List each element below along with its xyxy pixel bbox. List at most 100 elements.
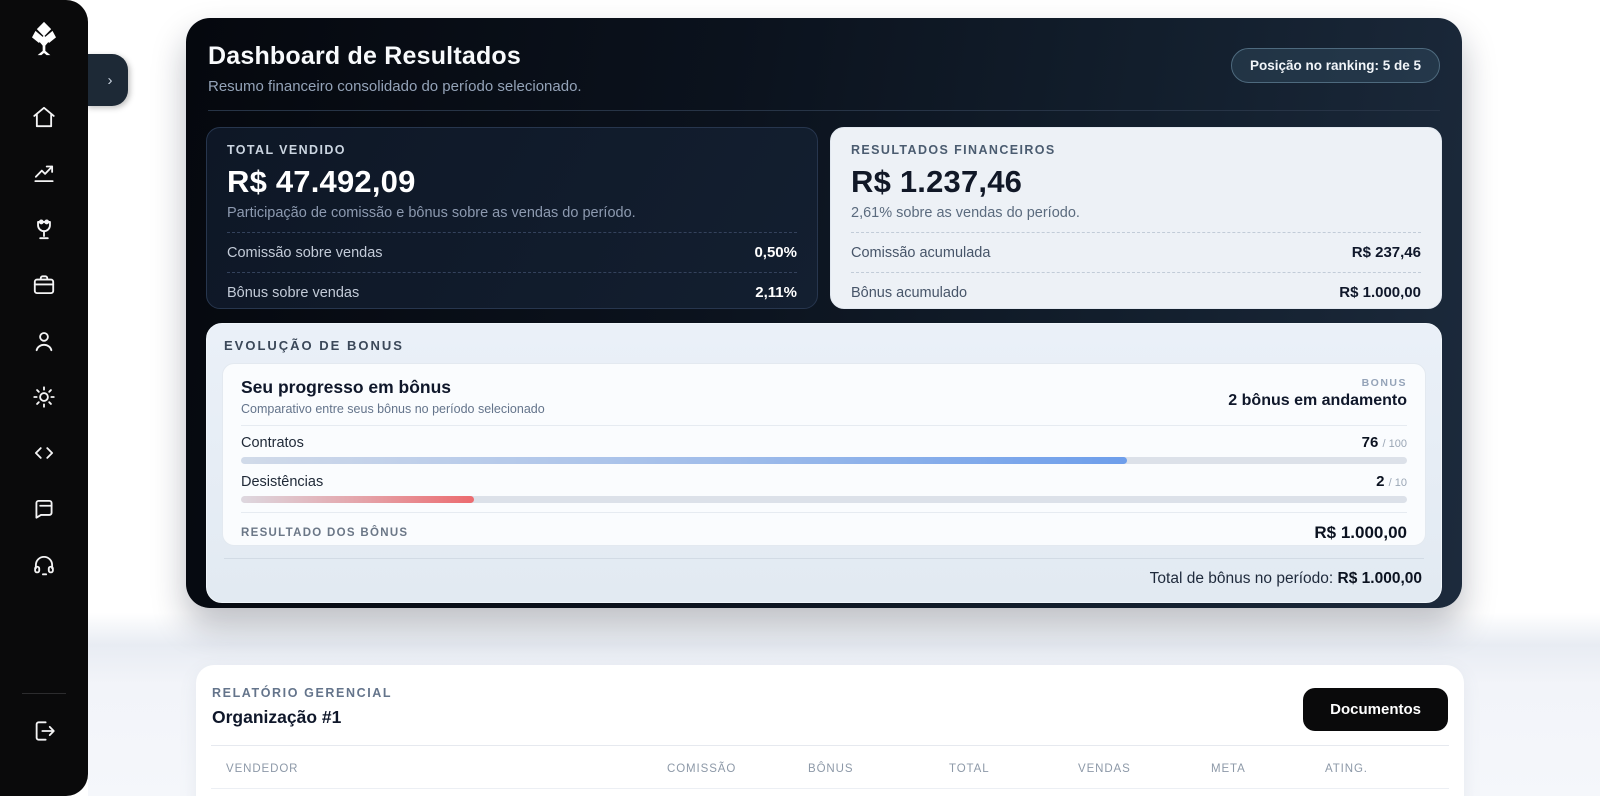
stat-row-value: 2,11%	[755, 284, 797, 301]
progress-title: Seu progresso em bônus	[241, 377, 452, 397]
column-header-vendas: VENDAS	[1078, 763, 1131, 775]
code-icon	[31, 440, 57, 471]
progress-track	[241, 496, 1407, 503]
dashed-divider	[227, 232, 797, 233]
sidebar-item-home[interactable]	[27, 102, 61, 136]
stat-row-bonus-acumulado: Bônus acumulado R$ 1.000,00	[851, 284, 1421, 301]
dashed-divider	[227, 272, 797, 273]
sidebar-divider	[22, 693, 66, 694]
dashboard-heading: Dashboard de Resultados Resumo financeir…	[208, 42, 582, 95]
total-vendido-value: R$ 47.492,09	[227, 164, 416, 199]
column-header-total: TOTAL	[949, 763, 990, 775]
total-bonus-row: Total de bônus no período: R$ 1.000,00	[222, 570, 1426, 588]
total-bonus-label: Total de bônus no período:	[1149, 570, 1338, 587]
sidebar	[0, 0, 88, 796]
progress-bar-contratos: Contratos 76 / 100	[241, 434, 1407, 464]
stat-row-label: Bônus sobre vendas	[227, 284, 360, 301]
dashed-divider	[851, 272, 1421, 273]
resultados-label: RESULTADOS FINANCEIROS	[851, 143, 1056, 157]
resultados-description: 2,61% sobre as vendas do período.	[851, 205, 1080, 221]
briefcase-icon	[31, 272, 57, 303]
column-header-ating: ATING.	[1325, 763, 1368, 775]
total-bonus-value: R$ 1.000,00	[1337, 570, 1422, 587]
page-title: Dashboard de Resultados	[208, 42, 521, 70]
relatorio-gerencial-card: RELATÓRIO GERENCIAL Organização #1 Docum…	[196, 665, 1464, 796]
ranking-badge: Posição no ranking: 5 de 5	[1230, 48, 1440, 83]
report-title: Organização #1	[212, 707, 342, 727]
resultado-bonus-label: RESULTADO DOS BÔNUS	[241, 527, 409, 539]
headset-icon	[31, 552, 57, 583]
home-icon	[31, 104, 57, 135]
progress-fill-red	[241, 496, 475, 503]
report-table-header-row: VENDEDOR COMISSÃO BÔNUS TOTAL VENDAS MET…	[211, 746, 1449, 789]
column-header-meta: META	[1211, 763, 1246, 775]
page-subtitle: Resumo financeiro consolidado do período…	[208, 78, 582, 95]
dashed-divider	[851, 232, 1421, 233]
progress-track	[241, 457, 1407, 464]
evolucao-section-label: EVOLUÇÃO DE BONUS	[224, 338, 404, 353]
tree-logo-icon	[24, 19, 64, 68]
progress-fill-blue	[241, 457, 1128, 464]
stat-row-comissao-vendas: Comissão sobre vendas 0,50%	[227, 244, 797, 261]
resultados-value: R$ 1.237,46	[851, 164, 1023, 199]
column-header-bonus: BÔNUS	[808, 763, 854, 775]
report-heading: RELATÓRIO GERENCIAL Organização #1	[212, 686, 392, 728]
documents-button[interactable]: Documentos	[1303, 688, 1448, 731]
stat-row-label: Bônus acumulado	[851, 284, 968, 301]
stat-row-bonus-vendas: Bônus sobre vendas 2,11%	[227, 284, 797, 301]
divider	[241, 512, 1407, 513]
divider	[211, 745, 1449, 746]
bar-label: Contratos	[241, 435, 304, 451]
bonus-status: 2 bônus em andamento	[1228, 392, 1407, 409]
report-section-label: RELATÓRIO GERENCIAL	[212, 686, 393, 700]
bar-label: Desistências	[241, 474, 324, 490]
sun-icon	[31, 384, 57, 415]
sidebar-nav	[27, 102, 61, 584]
bar-max: / 100	[1382, 438, 1407, 450]
notes-icon	[31, 496, 57, 527]
main-content: Dashboard de Resultados Resumo financeir…	[88, 0, 1600, 796]
app-logo	[22, 20, 66, 66]
sidebar-item-results[interactable]	[27, 158, 61, 192]
resultados-financeiros-card: RESULTADOS FINANCEIROS R$ 1.237,46 2,61%…	[830, 127, 1442, 309]
bar-max: / 10	[1388, 477, 1407, 489]
bar-value: 76 / 100	[1361, 434, 1407, 451]
column-header-vendedor: VENDEDOR	[226, 763, 299, 775]
total-vendido-description: Participação de comissão e bônus sobre a…	[227, 205, 636, 221]
stat-row-value: R$ 237,46	[1351, 244, 1421, 261]
stat-row-value: R$ 1.000,00	[1339, 284, 1421, 301]
total-vendido-label: TOTAL VENDIDO	[227, 143, 346, 157]
bonus-label: BONUS	[1361, 377, 1407, 389]
stat-row-comissao-acumulada: Comissão acumulada R$ 237,46	[851, 244, 1421, 261]
logout-icon	[31, 718, 57, 749]
sidebar-item-notes[interactable]	[27, 494, 61, 528]
bonus-progress-card: Seu progresso em bônus Comparativo entre…	[222, 363, 1426, 546]
header-divider	[208, 110, 1440, 111]
dashboard-card: Dashboard de Resultados Resumo financeir…	[186, 18, 1462, 608]
bar-value: 2 / 10	[1376, 473, 1407, 490]
sidebar-item-support[interactable]	[27, 550, 61, 584]
sidebar-item-profile[interactable]	[27, 326, 61, 360]
stat-row-value: 0,50%	[754, 244, 797, 261]
evolucao-bonus-section: EVOLUÇÃO DE BONUS Seu progresso em bônus…	[206, 323, 1442, 603]
stat-row-label: Comissão sobre vendas	[227, 244, 383, 261]
trophy-icon	[31, 216, 57, 247]
sidebar-item-ranking[interactable]	[27, 214, 61, 248]
progress-bar-desistencias: Desistências 2 / 10	[241, 473, 1407, 503]
chevron-right-icon: ›	[107, 71, 113, 89]
bonus-status-block: BONUS 2 bônus em andamento	[1228, 377, 1407, 410]
resultado-bonus-value: R$ 1.000,00	[1314, 523, 1407, 542]
sidebar-item-logout[interactable]	[27, 716, 61, 750]
divider	[241, 425, 1407, 426]
sidebar-item-business[interactable]	[27, 270, 61, 304]
stat-row-label: Comissão acumulada	[851, 244, 991, 261]
sidebar-item-theme[interactable]	[27, 382, 61, 416]
column-header-comissao: COMISSÃO	[667, 763, 737, 775]
total-vendido-card: TOTAL VENDIDO R$ 47.492,09 Participação …	[206, 127, 818, 309]
user-icon	[31, 328, 57, 359]
sidebar-expand-button[interactable]: ›	[86, 54, 128, 106]
sidebar-item-developer[interactable]	[27, 438, 61, 472]
progress-heading: Seu progresso em bônus Comparativo entre…	[241, 377, 545, 416]
progress-subtitle: Comparativo entre seus bônus no período …	[241, 402, 545, 416]
divider	[224, 558, 1424, 559]
